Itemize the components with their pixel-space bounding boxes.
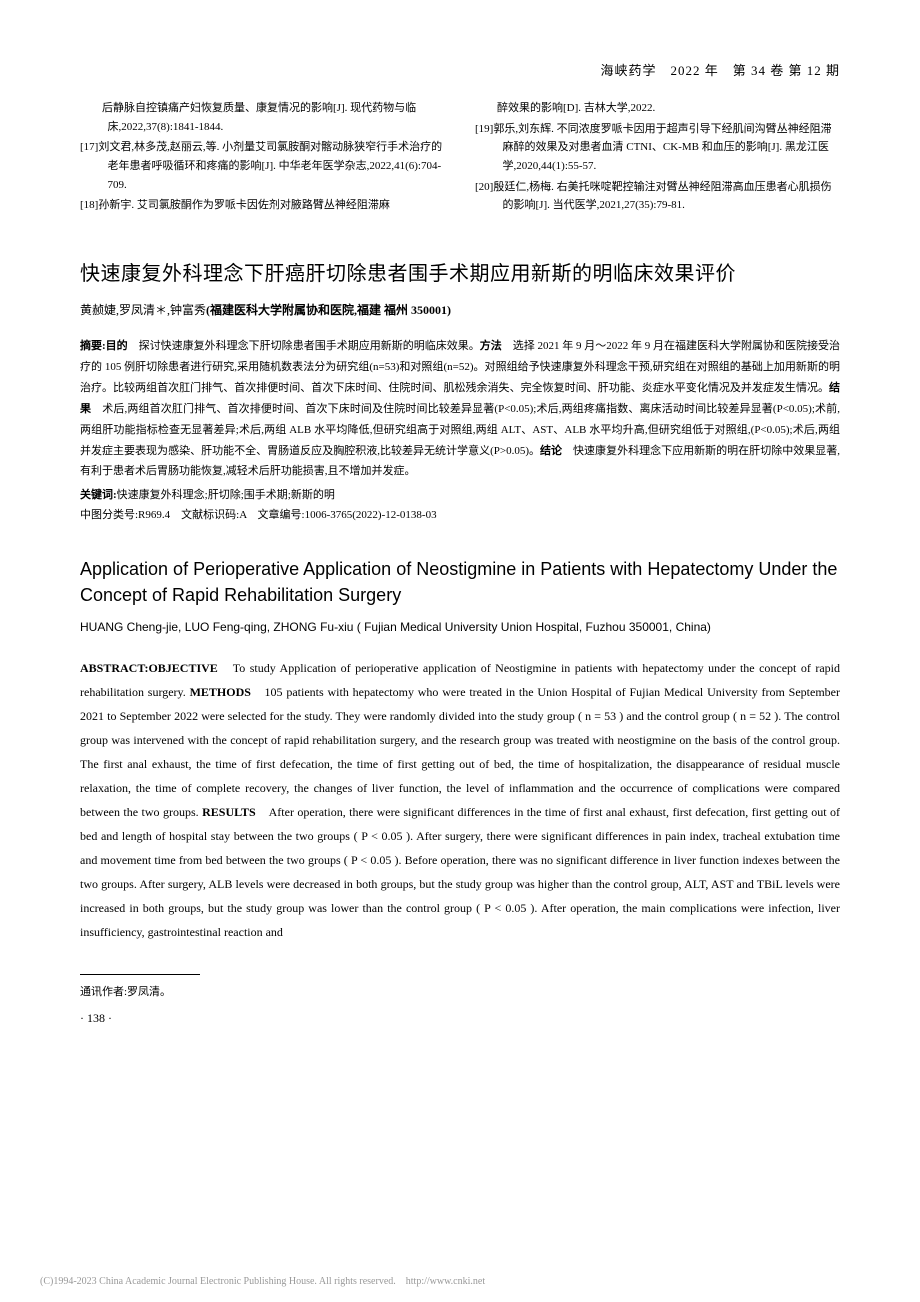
authors-chinese: 黄赪婕,罗凤清＊,钟富秀(福建医科大学附属协和医院,福建 福州 350001): [80, 301, 840, 318]
article-title-chinese: 快速康复外科理念下肝癌肝切除患者围手术期应用新斯的明临床效果评价: [80, 257, 840, 286]
classification-line: 中图分类号:R969.4 文献标识码:A 文章编号:1006-3765(2022…: [80, 506, 840, 522]
affiliation-cn: (福建医科大学附属协和医院,福建 福州 350001): [206, 303, 451, 317]
ref-item: 醉效果的影响[D]. 吉林大学,2022.: [475, 99, 840, 118]
abstract-objective-text-cn: 探讨快速康复外科理念下肝切除患者围手术期应用新斯的明临床效果。: [128, 340, 480, 352]
corresponding-author: 通讯作者:罗凤清。: [80, 983, 840, 999]
references-section: 后静脉自控镇痛产妇恢复质量、康复情况的影响[J]. 现代药物与临床,2022,3…: [80, 99, 840, 217]
ref-item: [18]孙新宇. 艾司氯胺酮作为罗哌卡因佐剂对腋路臂丛神经阻滞麻: [80, 196, 445, 215]
abstract-methods-label-cn: 方法: [480, 340, 502, 352]
keywords-text-cn: 快速康复外科理念;肝切除;围手术期;新斯的明: [117, 489, 335, 501]
keywords-label-cn: 关键词:: [80, 489, 117, 501]
authors-english: HUANG Cheng-jie, LUO Feng-qing, ZHONG Fu…: [80, 618, 840, 636]
references-left-column: 后静脉自控镇痛产妇恢复质量、康复情况的影响[J]. 现代药物与临床,2022,3…: [80, 99, 445, 217]
abstract-methods-label-en: METHODS: [190, 685, 251, 699]
abstract-objective-label-cn: 摘要:目的: [80, 340, 128, 352]
footer-divider: [80, 974, 200, 975]
ref-item: [19]郭乐,刘东辉. 不同浓度罗哌卡因用于超声引导下经肌间沟臂丛神经阻滞麻醉的…: [475, 120, 840, 176]
journal-header: 海峡药学 2022 年 第 34 卷 第 12 期: [80, 60, 840, 79]
abstract-results-label-en: RESULTS: [202, 805, 256, 819]
abstract-results-text-en: After operation, there were significant …: [80, 805, 840, 939]
abstract-methods-text-en: 105 patients with hepatectomy who were t…: [80, 685, 840, 819]
abstract-conclusion-label-cn: 结论: [540, 445, 562, 457]
keywords-chinese: 关键词:快速康复外科理念;肝切除;围手术期;新斯的明: [80, 486, 840, 502]
abstract-chinese: 摘要:目的 探讨快速康复外科理念下肝切除患者围手术期应用新斯的明临床效果。方法 …: [80, 336, 840, 482]
ref-item: [20]殷廷仁,杨梅. 右美托咪啶靶控输注对臂丛神经阻滞高血压患者心肌损伤的影响…: [475, 178, 840, 215]
author-names-cn: 黄赪婕,罗凤清＊,钟富秀: [80, 303, 206, 317]
copyright-note: (C)1994-2023 China Academic Journal Elec…: [40, 1272, 485, 1287]
abstract-english: ABSTRACT:OBJECTIVE To study Application …: [80, 656, 840, 944]
article-title-english: Application of Perioperative Application…: [80, 557, 840, 607]
abstract-objective-label-en: ABSTRACT:OBJECTIVE: [80, 661, 218, 675]
page-number: · 138 ·: [80, 1011, 840, 1026]
ref-item: [17]刘文君,林多茂,赵丽云,等. 小剂量艾司氯胺酮对髂动脉狭窄行手术治疗的老…: [80, 138, 445, 194]
references-right-column: 醉效果的影响[D]. 吉林大学,2022. [19]郭乐,刘东辉. 不同浓度罗哌…: [475, 99, 840, 217]
ref-item: 后静脉自控镇痛产妇恢复质量、康复情况的影响[J]. 现代药物与临床,2022,3…: [80, 99, 445, 136]
